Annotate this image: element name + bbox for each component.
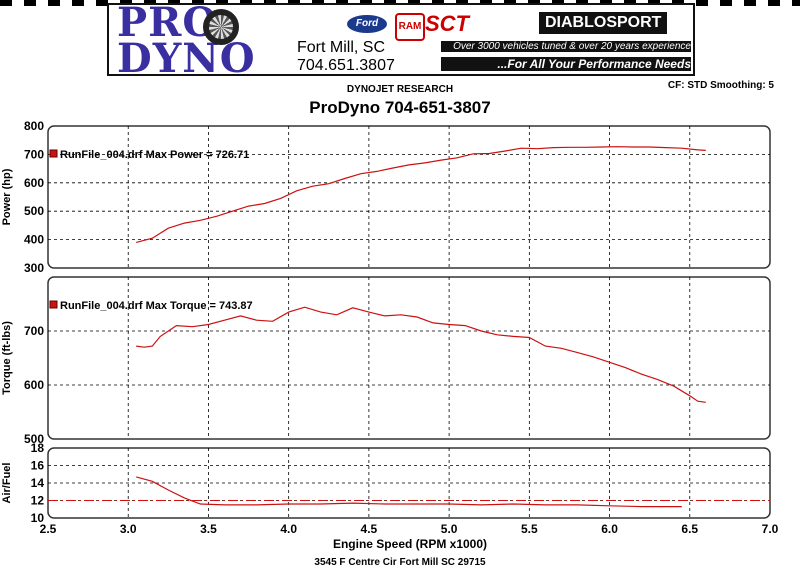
chart-subtitle: DYNOJET RESEARCH (346, 84, 454, 95)
power-y-tick-label: 700 (24, 147, 44, 161)
afr-y-tick-label: 10 (31, 511, 45, 525)
power-y-axis-label: Power (hp) (1, 168, 13, 225)
x-tick-label: 2.5 (40, 522, 57, 536)
shop-phone: 704.651.3807 (297, 57, 395, 74)
ram-logo: RAM (395, 13, 425, 41)
torque-annotation: RunFile_004.drf Max Torque = 743.87 (60, 300, 253, 312)
sponsor-banner: PRO DYNO Fort Mill, SC 704.651.3807 Ford… (107, 3, 695, 76)
power-legend-marker (49, 149, 58, 158)
x-axis-label: Engine Speed (RPM x1000) (333, 537, 487, 551)
power-y-tick-label: 600 (24, 176, 44, 190)
footer-address: 3545 F Centre Cir Fort Mill SC 29715 (314, 557, 486, 568)
x-tick-label: 3.5 (200, 522, 217, 536)
tagline-experience: Over 3000 vehicles tuned & over 20 years… (441, 41, 691, 52)
x-tick-label: 6.5 (681, 522, 698, 536)
afr-y-tick-label: 16 (31, 459, 45, 473)
x-tick-label: 7.0 (762, 522, 779, 536)
prodyno-logo: PRO DYNO (117, 3, 256, 76)
sct-logo: SCT (425, 11, 469, 36)
power-y-tick-label: 800 (24, 119, 44, 133)
logo-line-2: DYNO (117, 35, 256, 76)
afr-panel: 10 12 14 16 18 Air/Fuel (1, 441, 771, 525)
logo-line-1: PRO (117, 3, 219, 46)
torque-y-tick-label: 500 (24, 432, 44, 446)
torque-panel: 500 600 700 Torque (ft-lbs) RunFile_004.drf … (1, 276, 771, 446)
afr-y-tick-label: 12 (31, 494, 45, 508)
torque-y-axis-label: Torque (ft-lbs) (1, 321, 13, 395)
power-annotation: RunFile_004.drf Max Power = 726.71 (60, 149, 249, 161)
afr-y-tick-label: 14 (31, 476, 45, 490)
chart-title: ProDyno 704-651-3807 (309, 98, 491, 117)
afr-y-axis-label: Air/Fuel (1, 463, 13, 504)
afr-series-line (136, 476, 682, 508)
x-tick-label: 4.0 (280, 522, 297, 536)
power-y-tick-label: 400 (24, 233, 44, 247)
ford-logo: Ford (347, 15, 387, 33)
torque-series-line (136, 306, 706, 403)
torque-y-tick-label: 600 (24, 378, 44, 392)
torque-frame (47, 276, 771, 440)
shop-city: Fort Mill, SC (297, 39, 385, 56)
power-panel: 300 400 500 600 700 800 Power (hp) RunFile_004.… (1, 119, 771, 275)
x-tick-label: 4.5 (361, 522, 378, 536)
power-y-tick-label: 500 (24, 204, 44, 218)
torque-legend-marker (49, 300, 58, 309)
x-tick-label: 3.0 (120, 522, 137, 536)
tagline-performance: ...For All Your Performance Needs (441, 57, 691, 71)
tire-icon (203, 9, 239, 45)
x-tick-label: 6.0 (601, 522, 618, 536)
x-tick-label: 5.5 (521, 522, 538, 536)
power-frame (47, 125, 771, 269)
power-series-line (136, 146, 706, 243)
diablosport-logo: DIABLOSPORT (539, 12, 668, 34)
correction-factor-info: CF: STD Smoothing: 5 (667, 80, 774, 91)
power-y-tick-label: 300 (24, 261, 44, 275)
x-tick-label: 5.0 (441, 522, 458, 536)
afr-y-tick-label: 18 (31, 441, 45, 455)
torque-y-tick-label: 700 (24, 324, 44, 338)
